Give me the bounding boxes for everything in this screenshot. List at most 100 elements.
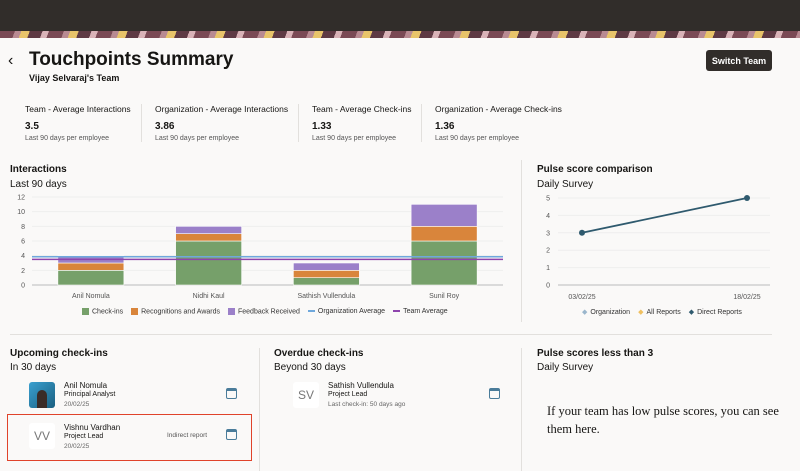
page-title: Touchpoints Summary	[29, 49, 234, 70]
metric-sub: Last 90 days per employee	[435, 135, 520, 142]
metric-org-avg-checkins: Organization - Average Check-ins 1.36 Last…	[435, 104, 562, 142]
y-tick-label: 10	[17, 209, 25, 216]
metric-sub: Last 90 days per employee	[155, 135, 240, 142]
divider	[421, 104, 422, 142]
y-tick-label: 8	[21, 224, 25, 231]
avatar	[29, 382, 55, 408]
y-tick-label: 12	[17, 195, 25, 202]
metric-label: Organization - Average Interactions	[155, 104, 289, 114]
last-checkin: Last check-in: 50 days ago	[328, 401, 406, 408]
y-tick-label: 0	[21, 283, 25, 290]
legend-item[interactable]: ◆ All Reports	[638, 309, 681, 316]
divider	[259, 348, 260, 471]
series-line	[581, 197, 748, 234]
y-tick-label: 2	[546, 248, 550, 255]
metric-value: 1.36	[435, 121, 455, 132]
list-item-selected[interactable]: VV Vishnu Vardhan Project Lead 20/02/25 …	[7, 414, 252, 461]
legend-item[interactable]: Organization Average	[307, 308, 385, 315]
metric-team-avg-interactions: Team - Average Interactions 3.5 Last 90 da…	[25, 104, 131, 142]
metric-value: 1.33	[312, 121, 332, 132]
metric-org-avg-interactions: Organization - Average Interactions 3.86 L…	[155, 104, 288, 142]
y-tick-label: 3	[546, 230, 550, 237]
x-tick-label: Anil Nomula	[72, 293, 110, 300]
bar-segment	[175, 226, 242, 234]
y-tick-label: 6	[21, 239, 25, 246]
team-name: Vijay Selvaraj's Team	[29, 73, 120, 83]
legend-item[interactable]: Feedback Received	[228, 308, 300, 315]
person-role: Principal Analyst	[64, 391, 116, 398]
overdue-subtitle: Beyond 30 days	[274, 362, 346, 373]
overdue-title: Overdue check-ins	[274, 348, 364, 359]
calendar-icon[interactable]	[226, 388, 237, 399]
chevron-left-icon[interactable]: ‹	[8, 52, 14, 69]
top-bar	[0, 0, 800, 31]
bar-segment	[293, 262, 360, 271]
metric-sub: Last 90 days per employee	[312, 135, 397, 142]
divider	[10, 334, 772, 335]
x-tick-label: Sathish Vullendula	[298, 293, 356, 300]
x-tick-label: 18/02/25	[733, 294, 760, 301]
data-point	[744, 195, 750, 201]
calendar-icon[interactable]	[226, 429, 237, 440]
metric-label: Team - Average Interactions	[25, 104, 131, 114]
divider	[521, 348, 522, 471]
y-tick-label: 1	[546, 265, 550, 272]
legend-item[interactable]: ◆ Direct Reports	[688, 309, 742, 316]
calendar-add-icon[interactable]	[489, 388, 500, 399]
metric-sub: Last 90 days per employee	[25, 135, 110, 142]
y-tick-label: 2	[21, 268, 25, 275]
lowpulse-subtitle: Daily Survey	[537, 362, 594, 373]
interactions-legend: Check-ins Recognitions and Awards Feedback…	[82, 308, 448, 315]
bar-segment	[293, 270, 360, 278]
bar-segment	[175, 233, 242, 242]
divider	[141, 104, 142, 142]
pulse-title: Pulse score comparison	[537, 164, 653, 175]
avatar: VV	[29, 423, 55, 449]
y-tick-label: 0	[546, 283, 550, 290]
y-tick-label: 4	[546, 213, 550, 220]
metric-team-avg-checkins: Team - Average Check-ins 1.33 Last 90 days…	[312, 104, 412, 142]
indirect-report-tag: Indirect report	[167, 432, 208, 439]
checkin-date: 20/02/25	[64, 443, 90, 450]
metric-value: 3.5	[25, 121, 39, 132]
bar-segment	[57, 262, 125, 271]
upcoming-title: Upcoming check-ins	[10, 348, 108, 359]
bar-segment	[410, 204, 478, 227]
list-item[interactable]: SV Sathish Vullendula Project Lead Last …	[270, 377, 510, 425]
divider	[521, 160, 522, 322]
metric-label: Organization - Average Check-ins	[435, 104, 562, 114]
y-tick-label: 5	[546, 196, 550, 203]
bar-segment	[175, 240, 242, 286]
person-name: Anil Nomula	[64, 381, 108, 390]
legend-item[interactable]: Recognitions and Awards	[131, 308, 220, 315]
banner-pattern	[0, 31, 800, 38]
data-point	[579, 229, 585, 236]
x-tick-label: Nidhi Kaul	[193, 293, 225, 300]
interactions-subtitle: Last 90 days	[10, 179, 67, 190]
legend-item[interactable]: ◆ Organization	[582, 309, 631, 316]
empty-message: If your team has low pulse scores, you c…	[547, 404, 779, 436]
checkin-date: 20/02/25	[64, 401, 90, 408]
bar-segment	[410, 226, 478, 242]
bar-segment	[410, 240, 478, 286]
list-item[interactable]: Anil Nomula Principal Analyst 20/02/25	[8, 377, 252, 425]
person-role: Project Lead	[64, 433, 104, 440]
x-tick-label: 03/02/25	[568, 294, 595, 301]
legend-item[interactable]: Team Average	[393, 308, 448, 315]
x-tick-label: Sunil Roy	[429, 293, 459, 300]
metric-value: 3.86	[155, 121, 175, 132]
person-role: Project Lead	[328, 391, 368, 398]
y-tick-label: 4	[21, 253, 25, 260]
lowpulse-title: Pulse scores less than 3	[537, 348, 654, 359]
person-name: Sathish Vullendula	[328, 381, 394, 390]
person-name: Vishnu Vardhan	[64, 423, 121, 432]
divider	[298, 104, 299, 142]
avatar: SV	[293, 382, 319, 408]
interactions-chart: 0 2 4 6 8 10 12 Anil Nomula Nidhi Kaul Sathish Vu…	[17, 195, 503, 300]
switch-team-button[interactable]: Switch Team	[706, 50, 772, 71]
pulse-subtitle: Daily Survey	[537, 179, 594, 190]
metric-label: Team - Average Check-ins	[312, 104, 412, 114]
pulse-chart: 0 1 2 3 4 5 03/02/25 18/02/25	[546, 195, 770, 301]
legend-item[interactable]: Check-ins	[82, 308, 123, 315]
pulse-legend: ◆ Organization ◆ All Reports ◆ Direct Reports	[582, 308, 742, 316]
